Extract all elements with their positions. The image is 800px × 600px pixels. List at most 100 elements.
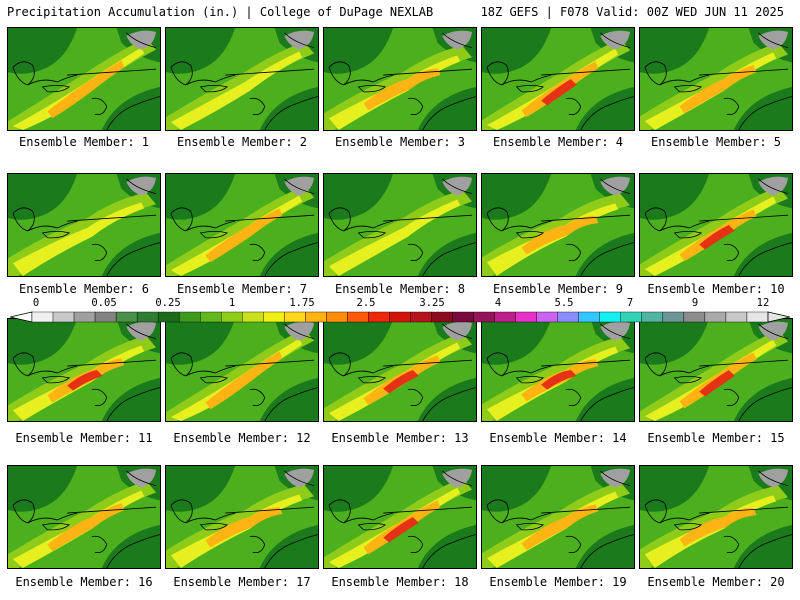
map-boundary <box>442 470 473 486</box>
map-boundary <box>199 230 229 239</box>
map-boundary <box>264 534 318 568</box>
map-boundary <box>758 470 789 486</box>
map-boundary <box>541 359 631 367</box>
precip-field-gray <box>284 321 315 341</box>
precip-map <box>166 28 318 130</box>
precip-map <box>324 319 476 421</box>
map-boundary <box>328 207 351 232</box>
map-boundary <box>170 499 193 524</box>
ensemble-member-map <box>7 465 161 569</box>
map-boundary <box>27 220 78 232</box>
precip-field-dark <box>8 466 78 512</box>
ensemble-member-map <box>323 318 477 422</box>
map-boundary <box>91 243 108 262</box>
colorbar-swatch <box>73 311 96 323</box>
precip-field-dark <box>482 319 552 365</box>
map-boundary <box>515 84 545 93</box>
map-boundary <box>501 74 552 86</box>
colorbar-arrow-left <box>10 311 33 323</box>
precip-field-dark <box>640 174 710 220</box>
precip-field-dark <box>482 28 552 74</box>
map-boundary <box>644 352 667 377</box>
colorbar-tick-label: 2.5 <box>356 297 376 309</box>
precip-field-gray <box>600 468 631 488</box>
map-boundary <box>106 534 160 568</box>
ensemble-member-map <box>639 465 793 569</box>
map-boundary <box>600 32 631 48</box>
map-boundary <box>644 207 667 232</box>
map-boundary <box>199 522 229 531</box>
colorbar-swatch <box>599 311 621 323</box>
colorbar-swatch <box>494 311 516 323</box>
map-boundary <box>106 96 160 130</box>
precip-field-gray <box>758 468 789 488</box>
ensemble-member-map <box>165 318 319 422</box>
precip-field-gray <box>758 30 789 50</box>
precip-swath-orange <box>679 508 757 547</box>
precip-map <box>166 319 318 421</box>
map-boundary <box>357 84 387 93</box>
map-boundary <box>407 97 424 116</box>
map-boundary <box>501 220 552 232</box>
colorbar-swatch <box>662 311 685 323</box>
map-boundary <box>407 243 424 262</box>
ensemble-member-label: Ensemble Member: 14 <box>489 431 627 445</box>
map-boundary <box>659 365 710 377</box>
precip-field-dark <box>101 524 160 568</box>
precip-field-dark <box>166 466 236 512</box>
map-boundary <box>343 74 394 86</box>
map-boundary <box>12 207 35 232</box>
map-boundary <box>422 242 476 276</box>
precip-field-dark <box>733 377 792 421</box>
map-boundary <box>565 388 582 407</box>
map-boundary <box>67 359 157 367</box>
colorbar-swatch <box>157 311 180 323</box>
precip-field-dark <box>324 174 394 220</box>
precip-swath-red <box>699 225 735 250</box>
precip-field-gray <box>284 176 315 196</box>
precip-field-dark <box>8 174 78 220</box>
map-boundary <box>515 375 545 384</box>
map-boundary <box>225 506 315 514</box>
precip-map <box>482 319 634 421</box>
precip-field-dark <box>640 28 710 74</box>
map-boundary <box>758 178 789 194</box>
colorbar-swatch <box>326 311 348 323</box>
precip-field-dark <box>101 377 160 421</box>
map-boundary <box>723 535 740 554</box>
precip-swath-orange <box>205 208 283 263</box>
colorbar-swatch <box>94 311 117 323</box>
map-boundary <box>91 97 108 116</box>
ensemble-member-map <box>481 318 635 422</box>
map-boundary <box>264 242 318 276</box>
precip-swath-yellow <box>12 202 145 276</box>
map-boundary <box>357 522 387 531</box>
map-boundary <box>264 96 318 130</box>
map-boundary <box>673 84 703 93</box>
ensemble-member-label: Ensemble Member: 6 <box>18 282 150 296</box>
precip-field-gray <box>600 30 631 50</box>
colorbar-tick-label: 9 <box>691 297 699 309</box>
ensemble-member-map <box>165 27 319 131</box>
ensemble-member-label: Ensemble Member: 5 <box>650 135 782 149</box>
precip-field-dark <box>575 377 634 421</box>
map-boundary <box>106 387 160 421</box>
map-boundary <box>486 352 509 377</box>
map-boundary <box>27 365 78 377</box>
colorbar-tick-label: 7 <box>626 297 634 309</box>
precip-swath-red <box>67 370 103 391</box>
map-boundary <box>486 499 509 524</box>
precip-field-gray <box>442 176 473 196</box>
map-boundary <box>328 352 351 377</box>
precip-swath-yellow <box>170 51 303 130</box>
ensemble-member-map <box>481 465 635 569</box>
precip-swath-red <box>541 370 577 390</box>
map-boundary <box>723 388 740 407</box>
map-boundary <box>600 178 631 194</box>
colorbar-tick-label: 1 <box>228 297 236 309</box>
ensemble-member-map <box>165 173 319 277</box>
map-boundary <box>580 387 634 421</box>
precip-swath-orange <box>521 504 599 551</box>
precip-field-dark <box>482 174 552 220</box>
map-boundary <box>343 365 394 377</box>
